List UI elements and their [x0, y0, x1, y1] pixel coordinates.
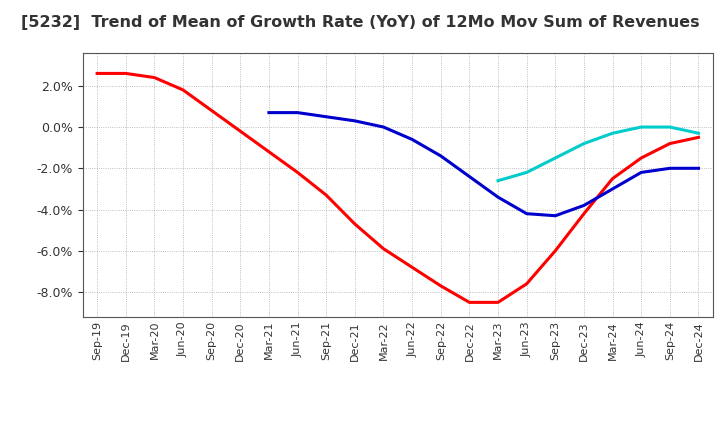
Text: [5232]  Trend of Mean of Growth Rate (YoY) of 12Mo Mov Sum of Revenues: [5232] Trend of Mean of Growth Rate (YoY… [21, 15, 699, 30]
